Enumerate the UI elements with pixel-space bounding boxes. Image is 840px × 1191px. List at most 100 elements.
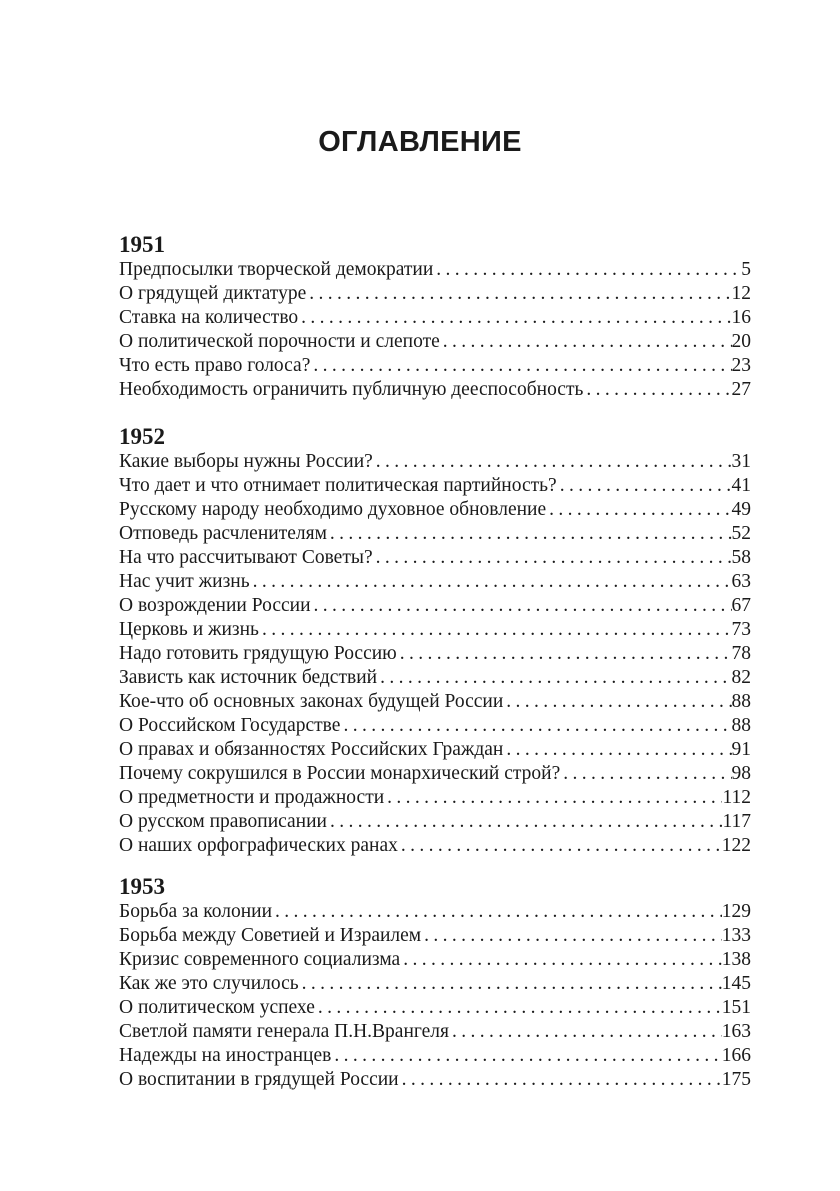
dot-leader bbox=[549, 498, 731, 522]
dot-leader bbox=[301, 306, 731, 330]
entry-page-number: 27 bbox=[731, 379, 752, 400]
toc-entry[interactable]: Как же это случилось 145 bbox=[119, 972, 751, 996]
dot-leader bbox=[563, 762, 731, 786]
entry-title: О предметности и продажности bbox=[119, 787, 385, 808]
dot-leader bbox=[314, 594, 732, 618]
dot-leader bbox=[424, 924, 722, 948]
entry-page-number: 145 bbox=[721, 973, 751, 994]
entry-page-number: 88 bbox=[731, 715, 752, 736]
entry-page-number: 12 bbox=[731, 283, 752, 304]
entry-title: О политической порочности и слепоте bbox=[119, 331, 440, 352]
page-title: ОГЛАВЛЕНИЕ bbox=[318, 126, 522, 158]
toc-entry[interactable]: Надо готовить грядущую Россию 78 bbox=[119, 642, 751, 666]
dot-leader bbox=[586, 378, 731, 402]
dot-leader bbox=[560, 474, 732, 498]
toc-entry[interactable]: О политическом успехе 151 bbox=[119, 996, 751, 1020]
toc-entry[interactable]: Что есть право голоса? 23 bbox=[119, 354, 751, 378]
entry-title: Надо готовить грядущую Россию bbox=[119, 643, 397, 664]
dot-leader bbox=[309, 282, 731, 306]
entry-page-number: 58 bbox=[731, 547, 752, 568]
toc-entry[interactable]: О Российском Государстве 88 bbox=[119, 714, 751, 738]
entry-page-number: 175 bbox=[721, 1069, 751, 1090]
entry-page-number: 23 bbox=[731, 355, 752, 376]
toc-entry[interactable]: О наших орфографических ранах 122 bbox=[119, 834, 751, 858]
entry-page-number: 122 bbox=[721, 835, 751, 856]
toc-entry[interactable]: О воспитании в грядущей России 175 bbox=[119, 1068, 751, 1092]
entry-title: Почему сокрушился в России монархический… bbox=[119, 763, 561, 784]
entry-title: Церковь и жизнь bbox=[119, 619, 259, 640]
toc-entry[interactable]: О русском правописании 117 bbox=[119, 810, 751, 834]
dot-leader bbox=[506, 690, 731, 714]
dot-leader bbox=[403, 948, 722, 972]
entry-page-number: 166 bbox=[721, 1045, 751, 1066]
section-year: 1953 bbox=[119, 874, 165, 899]
entry-page-number: 117 bbox=[722, 811, 751, 832]
entry-title: Кое-что об основных законах будущей Росс… bbox=[119, 691, 504, 712]
toc-entry[interactable]: Светлой памяти генерала П.Н.Врангеля 163 bbox=[119, 1020, 751, 1044]
entry-title: На что рассчитывают Советы? bbox=[119, 547, 373, 568]
toc-entry[interactable]: Надежды на иностранцев 166 bbox=[119, 1044, 751, 1068]
toc-entry[interactable]: Отповедь расчленителям 52 bbox=[119, 522, 751, 546]
dot-leader bbox=[343, 714, 731, 738]
entry-title: Надежды на иностранцев bbox=[119, 1045, 332, 1066]
entry-page-number: 63 bbox=[731, 571, 752, 592]
entry-page-number: 88 bbox=[731, 691, 752, 712]
toc-entry[interactable]: Предпосылки творческой демократии 5 bbox=[119, 258, 751, 282]
dot-leader bbox=[330, 810, 722, 834]
toc-entry[interactable]: Нас учит жизнь 63 bbox=[119, 570, 751, 594]
entry-title: Какие выборы нужны России? bbox=[119, 451, 373, 472]
toc-entry[interactable]: О политической порочности и слепоте 20 bbox=[119, 330, 751, 354]
entry-page-number: 98 bbox=[731, 763, 752, 784]
dot-leader bbox=[302, 972, 722, 996]
entry-title: О возрождении России bbox=[119, 595, 311, 616]
toc-entry[interactable]: На что рассчитывают Советы? 58 bbox=[119, 546, 751, 570]
dot-leader bbox=[253, 570, 732, 594]
toc-entry[interactable]: Церковь и жизнь 73 bbox=[119, 618, 751, 642]
toc-entry[interactable]: О возрождении России 67 bbox=[119, 594, 751, 618]
dot-leader bbox=[402, 1068, 722, 1092]
toc-entry[interactable]: Кое-что об основных законах будущей Росс… bbox=[119, 690, 751, 714]
entry-title: О наших орфографических ранах bbox=[119, 835, 398, 856]
entry-title: О грядущей диктатуре bbox=[119, 283, 307, 304]
entry-title: О правах и обязанностях Российских Гражд… bbox=[119, 739, 504, 760]
entry-page-number: 41 bbox=[731, 475, 752, 496]
entry-page-number: 151 bbox=[721, 997, 751, 1018]
dot-leader bbox=[400, 642, 732, 666]
entry-page-number: 82 bbox=[731, 667, 752, 688]
entry-title: Предпосылки творческой демократии bbox=[119, 259, 434, 280]
toc-entry[interactable]: Кризис современного социализма 138 bbox=[119, 948, 751, 972]
entry-page-number: 112 bbox=[722, 787, 751, 808]
entry-title: Что есть право голоса? bbox=[119, 355, 311, 376]
toc-entry[interactable]: Какие выборы нужны России? 31 bbox=[119, 450, 751, 474]
toc-entry[interactable]: О грядущей диктатуре 12 bbox=[119, 282, 751, 306]
toc-entry[interactable]: Почему сокрушился в России монархический… bbox=[119, 762, 751, 786]
entry-page-number: 163 bbox=[721, 1021, 751, 1042]
dot-leader bbox=[313, 354, 731, 378]
entry-page-number: 49 bbox=[731, 499, 752, 520]
dot-leader bbox=[506, 738, 731, 762]
toc-entry[interactable]: Что дает и что отнимает политическая пар… bbox=[119, 474, 751, 498]
toc-entry[interactable]: Борьба между Советией и Израилем 133 bbox=[119, 924, 751, 948]
dot-leader bbox=[387, 786, 722, 810]
toc-entry[interactable]: О правах и обязанностях Российских Гражд… bbox=[119, 738, 751, 762]
dot-leader bbox=[330, 522, 732, 546]
toc-section-1953: 1953 Борьба за колонии129Борьба между Со… bbox=[119, 874, 751, 1092]
dot-leader bbox=[262, 618, 732, 642]
dot-leader bbox=[376, 450, 732, 474]
entry-title: Что дает и что отнимает политическая пар… bbox=[119, 475, 557, 496]
toc-entry[interactable]: Зависть как источник бедствий 82 bbox=[119, 666, 751, 690]
entry-title: Кризис современного социализма bbox=[119, 949, 401, 970]
dot-leader bbox=[334, 1044, 721, 1068]
dot-leader bbox=[443, 330, 732, 354]
dot-leader bbox=[376, 546, 732, 570]
entry-title: Русскому народу необходимо духовное обно… bbox=[119, 499, 547, 520]
entry-page-number: 138 bbox=[721, 949, 751, 970]
toc-entry[interactable]: Борьба за колонии 129 bbox=[119, 900, 751, 924]
entry-page-number: 78 bbox=[731, 643, 752, 664]
toc-section-1952: 1952 Какие выборы нужны России? 31 Что дае… bbox=[119, 424, 751, 858]
toc-entry[interactable]: Ставка на количество 16 bbox=[119, 306, 751, 330]
toc-entry[interactable]: Необходимость ограничить публичную деесп… bbox=[119, 378, 751, 402]
toc-entry[interactable]: О предметности и продажности 112 bbox=[119, 786, 751, 810]
toc-entry[interactable]: Русскому народу необходимо духовное обно… bbox=[119, 498, 751, 522]
entry-page-number: 73 bbox=[731, 619, 752, 640]
